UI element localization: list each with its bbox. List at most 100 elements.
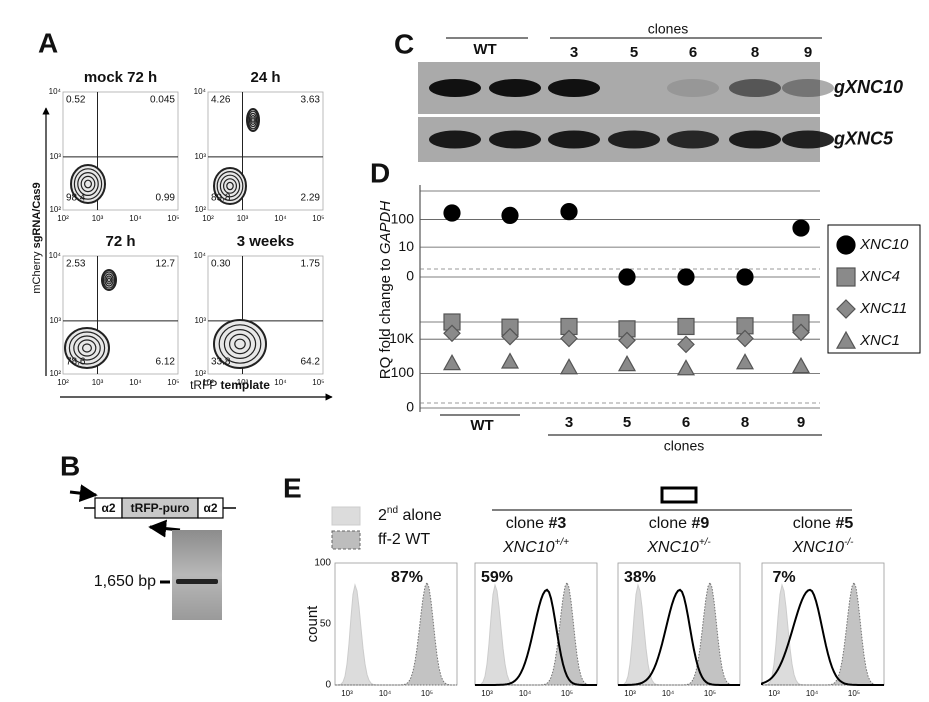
contour	[250, 114, 257, 125]
histogram-clone	[475, 588, 597, 686]
x-tick-label: 6	[682, 414, 690, 431]
data-point	[618, 331, 636, 350]
x-tick-label: 10²	[57, 214, 69, 223]
text-part: RQ fold change to	[377, 254, 394, 379]
legend-swatch	[331, 506, 361, 526]
text-part: nd	[387, 505, 398, 516]
x-tick-label: 10⁴	[129, 378, 142, 387]
x-tick-label: 10⁵	[167, 214, 179, 223]
text-part: 2	[378, 507, 387, 524]
gel-band	[608, 130, 660, 149]
percent-label: 87%	[391, 569, 423, 586]
dot	[836, 299, 856, 319]
y-tick-label: 10⁴	[49, 87, 62, 96]
histogram-wt	[618, 581, 740, 686]
contour	[226, 181, 234, 191]
quadrant-value: 78.6	[66, 357, 86, 368]
quadrant-value: 3.63	[301, 95, 321, 106]
group-label: WT	[470, 417, 493, 434]
data-point	[443, 324, 461, 343]
contour	[246, 108, 260, 132]
legend-label: XNC4	[859, 268, 900, 285]
x-tick-label: 10³	[237, 214, 249, 223]
gel-band	[489, 130, 541, 149]
gel-band	[548, 79, 600, 97]
data-point	[677, 335, 695, 354]
y-tick-label: 0	[325, 680, 331, 691]
gel-band	[489, 79, 541, 97]
y-tick-label: 10³	[194, 316, 206, 325]
gel-band	[429, 79, 481, 97]
quadrant-value: 0.30	[211, 259, 231, 270]
panel-label: E	[283, 472, 302, 503]
y-tick-label: 10⁴	[194, 87, 207, 96]
plot-title: 72 h	[105, 233, 135, 250]
text-part: XNC10	[791, 539, 844, 556]
quadrant-value: 0.045	[150, 95, 175, 106]
y-tick-label: 10	[398, 238, 414, 254]
text-part: GAPDH	[377, 201, 394, 255]
legend-label: 2nd alone	[378, 505, 442, 525]
row-label: gXNC5	[833, 128, 894, 148]
percent-label: 59%	[481, 569, 513, 586]
plot-title: 3 weeks	[237, 233, 295, 250]
x-tick-label: 10⁴	[274, 214, 287, 223]
gel-band	[429, 130, 481, 149]
y-tick-label: 10K	[389, 330, 415, 346]
histogram-wt	[762, 581, 884, 686]
x-tick-label: 8	[741, 414, 749, 431]
contour	[73, 168, 103, 200]
group-label: clones	[664, 438, 704, 454]
contour	[106, 277, 111, 283]
x-tick-label: 3	[565, 414, 573, 431]
primer-arrow	[69, 484, 98, 503]
histogram-clone	[618, 588, 740, 686]
contour	[213, 167, 247, 205]
text-part: #5	[835, 515, 853, 532]
x-tick-label: 10⁵	[312, 214, 324, 223]
contour	[213, 319, 267, 369]
marker-label: 1,650 bp	[94, 573, 156, 590]
y-tick-label: 0	[406, 268, 414, 284]
gel-image	[172, 530, 222, 620]
contour	[102, 271, 116, 289]
row-label: gXNC10	[833, 77, 903, 97]
contour	[218, 324, 262, 364]
quadrant-value: 12.7	[156, 259, 176, 270]
x-tick-label: 10⁴	[519, 689, 532, 698]
group-label: clones	[648, 21, 688, 37]
y-tick-label: 100	[391, 364, 415, 380]
construct-label: α2	[203, 501, 217, 515]
x-tick-label: 10⁵	[312, 378, 324, 387]
contour	[216, 171, 244, 202]
legend-box	[827, 224, 921, 354]
quadrant-value: 0.52	[66, 95, 86, 106]
legend-label: XNC10	[859, 236, 909, 253]
x-tick-label: 10²	[57, 378, 69, 387]
panel-label: A	[38, 27, 58, 58]
data-point	[677, 268, 695, 286]
x-tick-label: 10³	[768, 689, 780, 698]
text-part: +/+	[555, 537, 570, 548]
y-tick-label: 10³	[49, 316, 61, 325]
text-part: clone	[793, 515, 836, 532]
group-label: WT	[473, 41, 496, 58]
quadrant-value: 98.4	[66, 193, 86, 204]
clone-label: clone #9	[649, 515, 710, 532]
dot	[836, 267, 856, 287]
x-tick-label: 9	[797, 414, 805, 431]
data-point	[501, 327, 519, 346]
construct-label: α2	[101, 501, 115, 515]
x-tick-label: 10⁵	[704, 689, 716, 698]
lane-label: 3	[570, 44, 578, 61]
contour	[68, 331, 106, 365]
legend-label: XNC1	[859, 332, 900, 349]
gel-band	[176, 579, 218, 584]
clone-label: clone #3	[506, 515, 567, 532]
x-tick-label: 10⁴	[662, 689, 675, 698]
data-point	[676, 359, 696, 376]
x-tick-label: 10³	[92, 214, 104, 223]
gel-band	[667, 130, 719, 149]
legend-swatch	[331, 530, 361, 550]
